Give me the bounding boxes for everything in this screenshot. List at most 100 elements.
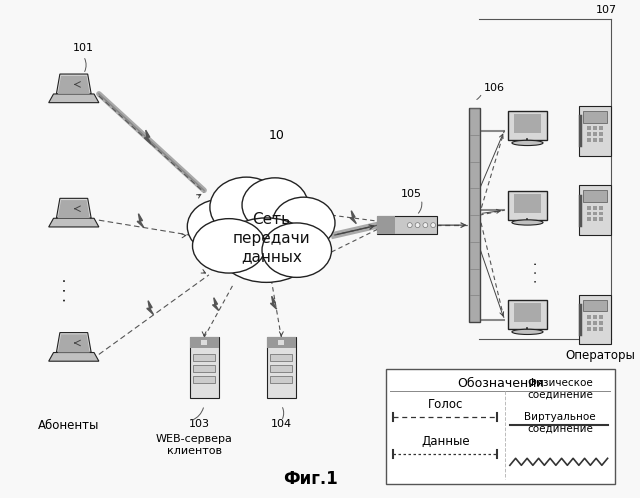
FancyBboxPatch shape <box>508 111 547 140</box>
Bar <box>593 218 597 221</box>
FancyBboxPatch shape <box>508 300 547 329</box>
Bar <box>469 108 480 322</box>
Polygon shape <box>49 353 99 361</box>
Polygon shape <box>147 301 154 315</box>
Bar <box>600 321 603 325</box>
Ellipse shape <box>188 199 253 254</box>
Circle shape <box>415 223 420 228</box>
Polygon shape <box>58 76 90 94</box>
Bar <box>587 126 591 130</box>
Polygon shape <box>58 334 90 353</box>
Circle shape <box>408 223 412 228</box>
Bar <box>600 218 603 221</box>
Bar <box>593 212 597 216</box>
FancyBboxPatch shape <box>377 216 436 234</box>
Text: 104: 104 <box>271 419 292 429</box>
Circle shape <box>431 223 436 228</box>
Bar <box>600 206 603 210</box>
FancyBboxPatch shape <box>385 370 615 484</box>
Bar <box>583 190 607 202</box>
Text: 106: 106 <box>484 83 505 93</box>
Bar <box>201 340 207 345</box>
Bar <box>514 194 541 213</box>
Polygon shape <box>56 74 91 94</box>
Polygon shape <box>137 214 144 228</box>
Bar <box>514 114 541 133</box>
FancyBboxPatch shape <box>508 191 547 220</box>
Polygon shape <box>58 200 90 218</box>
FancyBboxPatch shape <box>579 106 611 155</box>
Circle shape <box>423 223 428 228</box>
Bar <box>587 321 591 325</box>
Text: Обозначения: Обозначения <box>457 377 544 390</box>
Bar <box>587 315 591 319</box>
Ellipse shape <box>210 177 283 237</box>
Bar <box>587 206 591 210</box>
FancyBboxPatch shape <box>579 185 611 235</box>
Text: Абоненты: Абоненты <box>38 419 100 432</box>
Bar <box>600 126 603 130</box>
Ellipse shape <box>205 202 319 266</box>
Bar <box>593 138 597 141</box>
FancyBboxPatch shape <box>579 295 611 345</box>
Bar <box>377 216 395 234</box>
Ellipse shape <box>512 140 543 145</box>
Bar <box>587 327 591 331</box>
Bar <box>587 212 591 216</box>
Polygon shape <box>56 198 91 218</box>
Ellipse shape <box>219 218 314 282</box>
Bar <box>193 376 215 383</box>
Bar <box>278 340 284 345</box>
Text: Виртуальное
соединение: Виртуальное соединение <box>524 412 596 434</box>
Text: WEB-сервера
клиентов: WEB-сервера клиентов <box>156 434 233 456</box>
Text: 103: 103 <box>189 419 210 429</box>
Bar <box>600 138 603 141</box>
Bar <box>600 315 603 319</box>
Polygon shape <box>350 211 356 224</box>
Ellipse shape <box>512 329 543 335</box>
Polygon shape <box>49 218 99 227</box>
Bar <box>583 300 607 311</box>
Bar <box>189 337 219 348</box>
Bar <box>593 132 597 136</box>
Ellipse shape <box>273 197 335 249</box>
Bar <box>193 354 215 361</box>
Ellipse shape <box>193 219 266 273</box>
Bar <box>587 132 591 136</box>
Text: Операторы: Операторы <box>565 350 635 363</box>
Bar <box>270 365 292 373</box>
Text: Сеть
передачи
данных: Сеть передачи данных <box>233 212 310 264</box>
Bar <box>593 321 597 325</box>
Bar <box>593 126 597 130</box>
Bar <box>193 365 215 373</box>
Bar <box>593 327 597 331</box>
Polygon shape <box>145 130 151 144</box>
Bar <box>514 303 541 322</box>
Bar <box>600 327 603 331</box>
Polygon shape <box>49 94 99 103</box>
Bar <box>583 111 607 123</box>
Text: Фиг.1: Фиг.1 <box>283 470 338 488</box>
Bar <box>267 337 296 348</box>
Bar <box>587 138 591 141</box>
Text: 101: 101 <box>73 43 94 53</box>
Bar <box>587 218 591 221</box>
Bar <box>593 315 597 319</box>
Text: Физическое
соединение: Физическое соединение <box>527 377 593 399</box>
Ellipse shape <box>262 223 332 277</box>
Polygon shape <box>271 296 276 309</box>
Text: Данные: Данные <box>421 435 470 448</box>
Bar <box>270 376 292 383</box>
Text: · · ·: · · · <box>530 261 544 283</box>
Ellipse shape <box>242 178 308 232</box>
Bar <box>600 212 603 216</box>
Text: 10: 10 <box>269 129 284 142</box>
Bar <box>270 354 292 361</box>
Bar <box>593 206 597 210</box>
Ellipse shape <box>512 220 543 225</box>
Bar <box>267 337 296 398</box>
Bar <box>600 132 603 136</box>
Text: · · ·: · · · <box>59 277 74 302</box>
Text: 105: 105 <box>401 189 422 199</box>
Polygon shape <box>212 298 219 311</box>
